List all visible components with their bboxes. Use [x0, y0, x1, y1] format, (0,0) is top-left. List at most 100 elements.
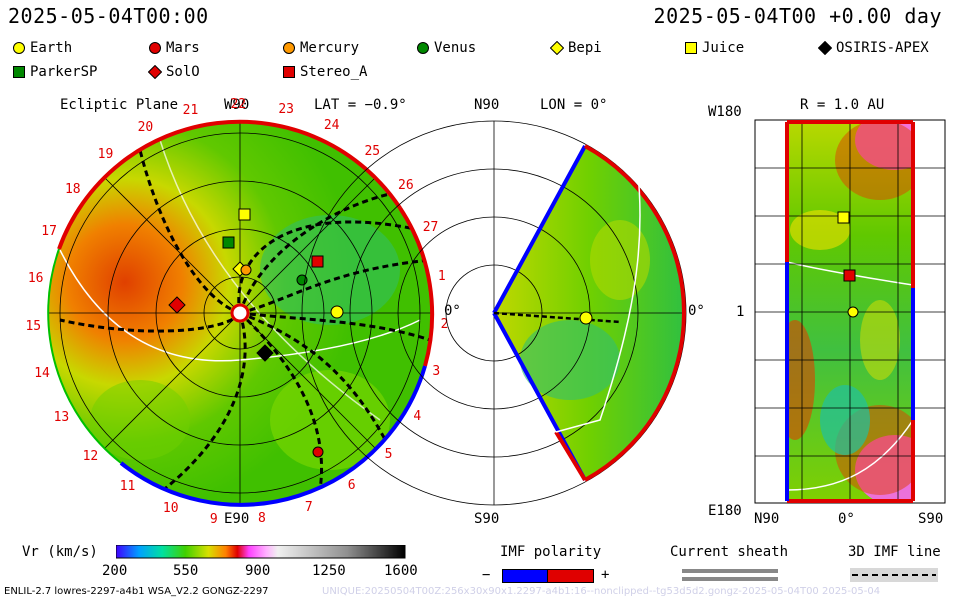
imf-plus: + [601, 567, 610, 583]
earth-marker-meridional [579, 311, 593, 325]
legend-item-osiris-apex: OSIRIS-APEX [818, 40, 929, 56]
ecliptic-title: Ecliptic Plane [60, 97, 179, 113]
legend-label: Juice [702, 40, 745, 56]
lat-label: LAT = −0.9° [314, 97, 407, 113]
legend-label: Bepi [568, 40, 602, 56]
diamond-icon [148, 65, 162, 79]
ecliptic-tick-label: 4 [413, 408, 422, 424]
legend-item-solo: SolO [148, 64, 200, 80]
footer-run-id: UNIQUE:20250504T00Z:256x30x90x1.2297-a4b… [322, 586, 881, 597]
current-sheath-line-2 [682, 577, 778, 581]
diamond-icon [818, 41, 832, 55]
stereo-a-marker [311, 255, 324, 268]
ecliptic-tick-label: 26 [398, 178, 414, 194]
ecliptic-tick-label: 23 [278, 102, 295, 117]
r-label: R = 1.0 AU [800, 97, 885, 113]
legend-label: Stereo_A [300, 64, 368, 80]
ecliptic-tick-label: 14 [34, 366, 50, 382]
synoptic-x-0: 0° [838, 511, 855, 527]
circle-icon [283, 42, 295, 54]
mercury-marker [240, 264, 252, 276]
imf-minus: − [482, 567, 491, 583]
current-sheath-title: Current sheath [670, 544, 789, 560]
right-timestamp: 2025-05-04T00 +0.00 day [653, 4, 942, 28]
ecliptic-tick-label: 12 [82, 448, 99, 464]
square-icon [13, 66, 25, 78]
colorbar-label: Vr (km/s) [22, 544, 98, 560]
lon-label: LON = 0° [540, 97, 608, 113]
square-icon [283, 66, 295, 78]
imf-3d-sample [850, 568, 938, 582]
legend-label: Earth [30, 40, 73, 56]
meridional-bottom-left: S90 [474, 511, 500, 527]
colorbar-tick-1600: 1600 [384, 563, 418, 579]
legend-item-stereo-a: Stereo_A [282, 64, 367, 80]
meridional-top-left: N90 [474, 97, 500, 113]
square-icon [685, 42, 697, 54]
ecliptic-bottom-label: E90 [224, 511, 250, 527]
colorbar-tick-550: 550 [173, 563, 199, 579]
current-sheath-line-1 [682, 569, 778, 573]
diamond-icon [550, 41, 564, 55]
ecliptic-tick-label: 18 [64, 182, 81, 198]
colorbar-tick-1250: 1250 [312, 563, 346, 579]
legend-label: Mars [166, 40, 200, 56]
synoptic-top-left: W180 [708, 104, 742, 120]
osiris-apex-marker [256, 344, 274, 362]
ecliptic-top-label: W90 [224, 97, 250, 113]
juice-marker-synoptic [837, 211, 850, 224]
ecliptic-tick-label: 11 [119, 479, 136, 495]
ecliptic-tick-label: 6 [347, 478, 356, 494]
legend-item-earth: Earth [12, 40, 72, 56]
ecliptic-tick-label: 2 [440, 316, 449, 332]
ecliptic-tick-label: 20 [137, 120, 154, 136]
earth-marker [330, 305, 344, 319]
parkersp-marker [222, 236, 235, 249]
imf-positive-swatch [547, 569, 594, 583]
legend-item-venus: Venus [416, 40, 476, 56]
synoptic-mid-left: 1 [736, 304, 745, 320]
legend-label: Venus [434, 40, 477, 56]
colorbar-tick-900: 900 [245, 563, 271, 579]
ecliptic-tick-label: 10 [162, 500, 179, 516]
legend-label: ParkerSP [30, 64, 98, 80]
legend-item-bepi: Bepi [550, 40, 602, 56]
velocity-colorbar [116, 545, 406, 559]
ecliptic-tick-label: 24 [323, 117, 340, 133]
circle-icon [417, 42, 429, 54]
ecliptic-tick-label: 7 [304, 500, 313, 516]
synoptic-x-s90: S90 [918, 511, 944, 527]
imf-negative-swatch [502, 569, 549, 583]
left-timestamp: 2025-05-04T00:00 [8, 4, 209, 28]
ecliptic-tick-label: 21 [182, 103, 199, 119]
legend-item-parkersp: ParkerSP [12, 64, 97, 80]
ecliptic-tick-label: 13 [53, 410, 70, 426]
mars-marker [312, 446, 324, 458]
ecliptic-tick-label: 5 [384, 447, 393, 463]
legend-item-mercury: Mercury [282, 40, 359, 56]
imf-polarity-title: IMF polarity [500, 544, 602, 560]
ecliptic-tick-label: 17 [41, 224, 57, 240]
meridional-right-label: 0° [688, 303, 705, 319]
circle-icon [13, 42, 25, 54]
juice-marker [238, 208, 251, 221]
stereo-a-marker-synoptic [843, 269, 856, 282]
ecliptic-tick-label: 22 [230, 97, 247, 112]
sun-marker [230, 303, 250, 323]
legend-label: OSIRIS-APEX [836, 40, 929, 56]
ecliptic-tick-label: 9 [209, 511, 218, 527]
circle-icon [149, 42, 161, 54]
ecliptic-tick-label: 27 [422, 219, 439, 235]
ecliptic-tick-label: 15 [25, 318, 42, 334]
legend-item-mars: Mars [148, 40, 200, 56]
legend-label: SolO [166, 64, 200, 80]
earth-marker-synoptic [847, 306, 859, 318]
ecliptic-tick-label: 16 [27, 270, 44, 286]
ecliptic-tick-label: 3 [432, 364, 441, 380]
ecliptic-tick-label: 8 [257, 511, 266, 527]
imf-3d-title: 3D IMF line [848, 544, 941, 560]
synoptic-bottom-left: E180 [708, 503, 742, 519]
